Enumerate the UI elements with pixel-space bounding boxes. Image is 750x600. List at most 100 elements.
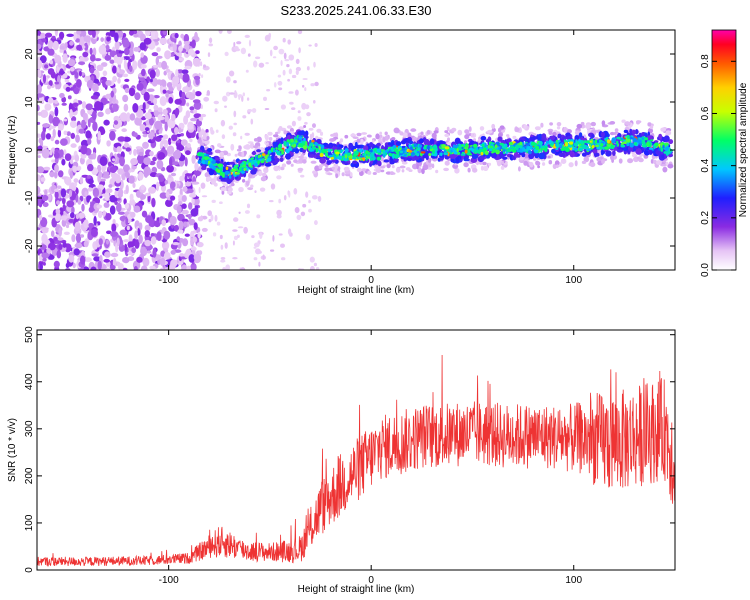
faint-blob: [287, 39, 292, 45]
noise-blob: [90, 228, 98, 238]
signal-blob: [540, 145, 545, 149]
signal-blob: [589, 162, 596, 168]
faint-blob: [259, 187, 266, 192]
noise-blob: [42, 123, 50, 128]
noise-blob: [195, 50, 200, 54]
noise-blob: [161, 60, 168, 70]
faint-blob: [216, 221, 221, 226]
noise-blob: [102, 70, 108, 77]
noise-blob: [103, 202, 110, 208]
noise-blob: [49, 150, 53, 156]
noise-blob: [178, 220, 184, 230]
faint-blob: [310, 83, 315, 87]
faint-blob: [244, 210, 250, 214]
noise-blob: [103, 258, 110, 263]
faint-blob: [200, 61, 203, 67]
signal-blob: [243, 145, 250, 150]
noise-blob: [92, 121, 98, 132]
signal-blob: [390, 172, 396, 175]
faint-blob: [264, 34, 271, 42]
faint-blob: [232, 257, 238, 260]
noise-blob: [66, 33, 74, 37]
noise-blob: [112, 257, 117, 268]
noise-blob: [128, 234, 133, 243]
noise-blob: [109, 130, 116, 141]
noise-blob: [189, 193, 197, 198]
signal-blob: [557, 133, 562, 139]
noise-blob: [164, 252, 171, 259]
faint-blob: [255, 248, 261, 255]
signal-blob: [321, 148, 326, 154]
signal-blob: [382, 136, 386, 143]
faint-blob: [233, 110, 237, 118]
signal-blob: [472, 143, 478, 148]
faint-blob: [288, 91, 294, 94]
signal-blob: [600, 131, 605, 138]
noise-blob: [123, 142, 130, 148]
faint-blob: [288, 54, 295, 61]
noise-blob: [165, 92, 169, 98]
noise-blob: [41, 130, 46, 141]
noise-blob: [183, 33, 190, 43]
signal-blob: [530, 145, 533, 150]
faint-blob: [259, 232, 263, 240]
noise-blob: [40, 217, 48, 228]
faint-blob: [314, 81, 319, 87]
noise-blob: [170, 250, 176, 255]
faint-blob: [244, 132, 250, 136]
faint-blob: [308, 208, 312, 213]
noise-blob: [191, 154, 196, 164]
noise-blob: [62, 241, 67, 248]
noise-blob: [186, 143, 191, 148]
signal-blob: [595, 144, 599, 148]
faint-blob: [224, 242, 228, 249]
signal-blob: [222, 173, 225, 178]
signal-blob: [417, 147, 421, 151]
spectrogram-y-label: Frequency (Hz): [7, 116, 18, 185]
noise-blob: [187, 121, 194, 130]
signal-blob: [272, 148, 276, 153]
signal-blob: [402, 132, 408, 138]
noise-blob: [80, 255, 86, 265]
signal-blob: [205, 176, 212, 182]
noise-blob: [37, 121, 41, 125]
x-tick-label: -100: [159, 575, 179, 586]
signal-blob: [383, 154, 386, 158]
signal-blob: [314, 142, 319, 146]
noise-blob: [72, 165, 78, 173]
noise-blob: [64, 153, 72, 162]
signal-blob: [375, 133, 380, 140]
signal-blob: [318, 146, 321, 150]
noise-blob: [197, 126, 201, 133]
signal-blob: [486, 129, 493, 134]
noise-blob: [108, 184, 113, 188]
signal-blob: [443, 152, 449, 156]
faint-blob: [230, 143, 235, 151]
signal-blob: [308, 127, 314, 131]
noise-blob: [144, 239, 152, 247]
signal-blob: [555, 164, 559, 168]
faint-blob: [304, 87, 307, 92]
noise-blob: [129, 113, 136, 121]
signal-blob: [625, 121, 631, 125]
noise-blob: [116, 146, 122, 153]
signal-blob: [487, 145, 490, 149]
noise-blob: [122, 257, 130, 264]
signal-blob: [386, 163, 391, 169]
signal-blob: [261, 172, 267, 177]
signal-blob: [286, 125, 292, 129]
signal-blob: [548, 130, 553, 135]
signal-blob: [554, 160, 560, 166]
noise-blob: [55, 208, 61, 215]
faint-blob: [225, 91, 231, 97]
signal-blob: [454, 167, 460, 174]
noise-blob: [140, 265, 148, 270]
signal-blob: [412, 136, 418, 141]
signal-blob: [638, 157, 644, 163]
noise-blob: [181, 91, 186, 99]
noise-blob: [160, 140, 169, 145]
noise-blob: [90, 54, 96, 62]
faint-blob: [297, 167, 304, 172]
signal-blob: [444, 130, 449, 134]
noise-blob: [97, 210, 103, 219]
